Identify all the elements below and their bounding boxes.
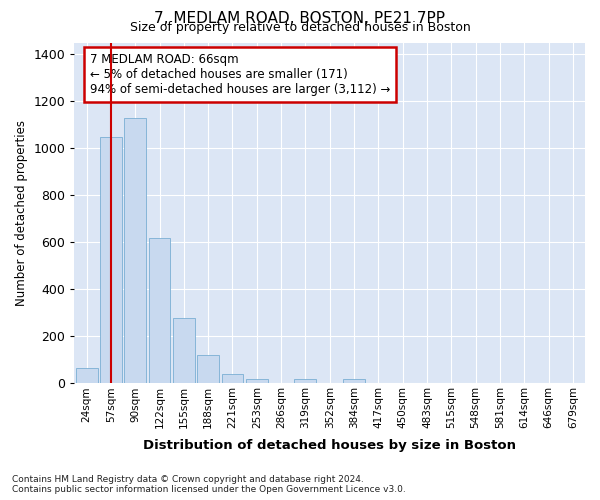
Bar bbox=[100, 136, 122, 384]
Text: 7, MEDLAM ROAD, BOSTON, PE21 7PP: 7, MEDLAM ROAD, BOSTON, PE21 7PP bbox=[155, 11, 445, 26]
Text: Size of property relative to detached houses in Boston: Size of property relative to detached ho… bbox=[130, 22, 470, 35]
Bar bbox=[197, 356, 219, 384]
X-axis label: Distribution of detached houses by size in Boston: Distribution of detached houses by size … bbox=[143, 440, 516, 452]
Bar bbox=[246, 379, 268, 384]
Bar bbox=[149, 238, 170, 384]
Bar bbox=[76, 368, 98, 384]
Bar bbox=[173, 318, 195, 384]
Text: 7 MEDLAM ROAD: 66sqm
← 5% of detached houses are smaller (171)
94% of semi-detac: 7 MEDLAM ROAD: 66sqm ← 5% of detached ho… bbox=[90, 52, 390, 96]
Y-axis label: Number of detached properties: Number of detached properties bbox=[15, 120, 28, 306]
Bar bbox=[343, 379, 365, 384]
Text: Contains HM Land Registry data © Crown copyright and database right 2024.
Contai: Contains HM Land Registry data © Crown c… bbox=[12, 474, 406, 494]
Bar bbox=[295, 379, 316, 384]
Bar bbox=[124, 118, 146, 384]
Bar bbox=[221, 374, 244, 384]
